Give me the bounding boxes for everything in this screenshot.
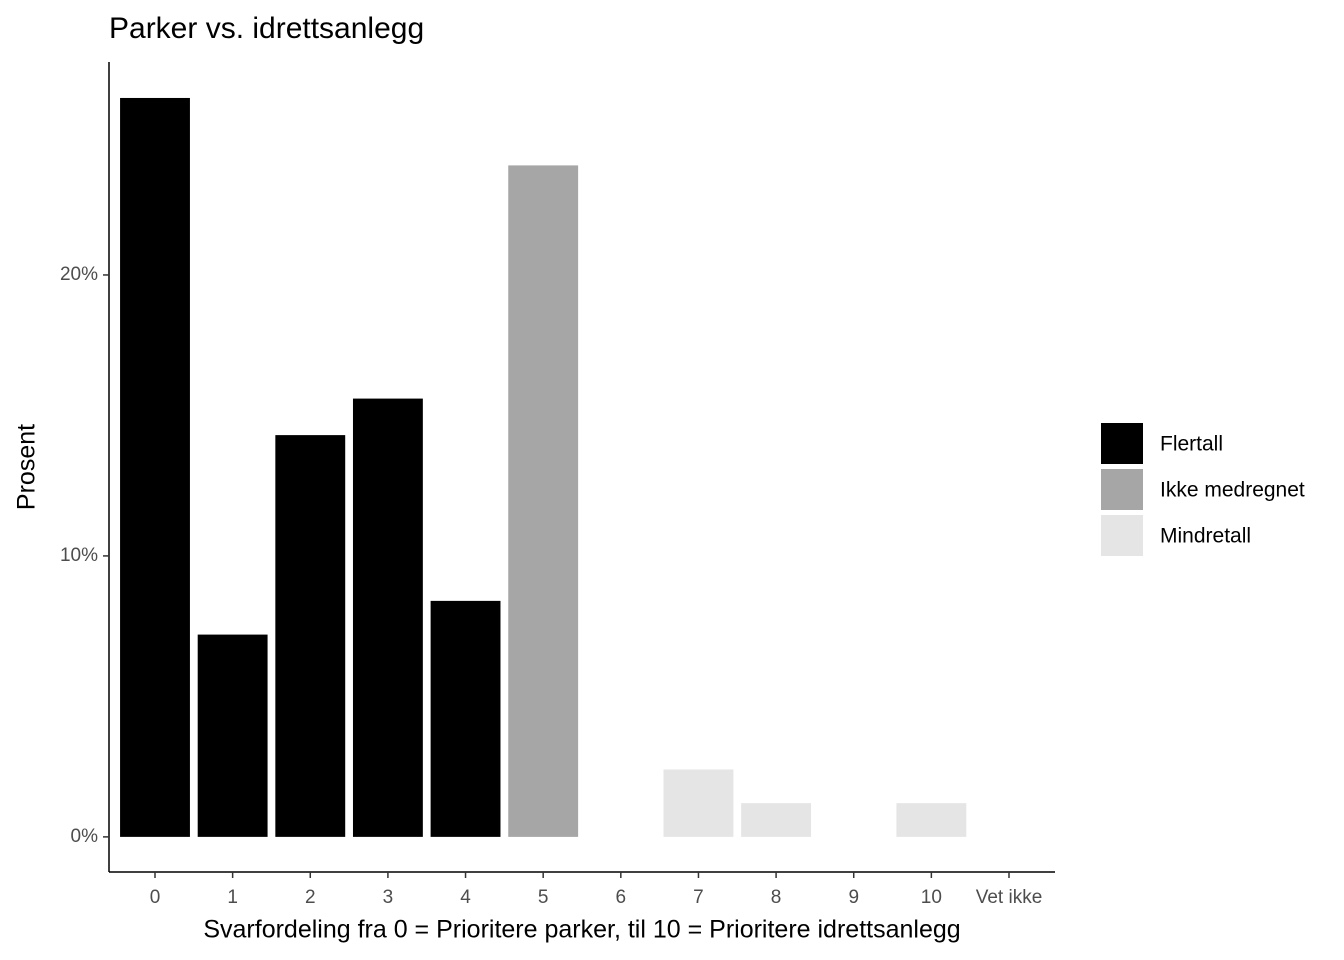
x-tick-label: 3 xyxy=(383,887,394,908)
x-tick-label: 7 xyxy=(693,887,704,908)
bar xyxy=(663,769,734,837)
bar xyxy=(120,97,190,837)
x-tick-label: 4 xyxy=(460,887,471,908)
x-axis-title: Svarfordeling fra 0 = Prioritere parker,… xyxy=(203,916,960,944)
x-tick-label: Vet ikke xyxy=(976,887,1043,908)
bar xyxy=(508,165,579,837)
y-tick-label: 10% xyxy=(60,545,98,566)
legend-label: Ikke medregnet xyxy=(1160,479,1305,502)
x-tick-label: 5 xyxy=(538,887,549,908)
legend-key xyxy=(1101,423,1143,464)
y-tick-label: 0% xyxy=(71,826,99,847)
y-tick-label: 20% xyxy=(60,264,98,285)
x-tick-label: 10 xyxy=(921,887,942,908)
x-tick-label: 6 xyxy=(616,887,627,908)
bar xyxy=(275,435,346,837)
legend-label: Mindretall xyxy=(1160,525,1251,548)
x-tick-label: 2 xyxy=(305,887,316,908)
bar xyxy=(197,634,268,837)
bar xyxy=(896,803,967,837)
y-axis-title: Prosent xyxy=(13,424,41,510)
chart-title: Parker vs. idrettsanlegg xyxy=(109,12,424,45)
x-tick-label: 8 xyxy=(771,887,782,908)
legend-label: Flertall xyxy=(1160,433,1223,456)
bar xyxy=(741,803,812,837)
legend-key xyxy=(1101,469,1143,510)
x-tick-label: 0 xyxy=(150,887,161,908)
bar xyxy=(430,600,501,837)
x-tick-label: 1 xyxy=(227,887,238,908)
legend-key xyxy=(1101,515,1143,556)
x-tick-label: 9 xyxy=(848,887,859,908)
bar xyxy=(352,398,423,837)
